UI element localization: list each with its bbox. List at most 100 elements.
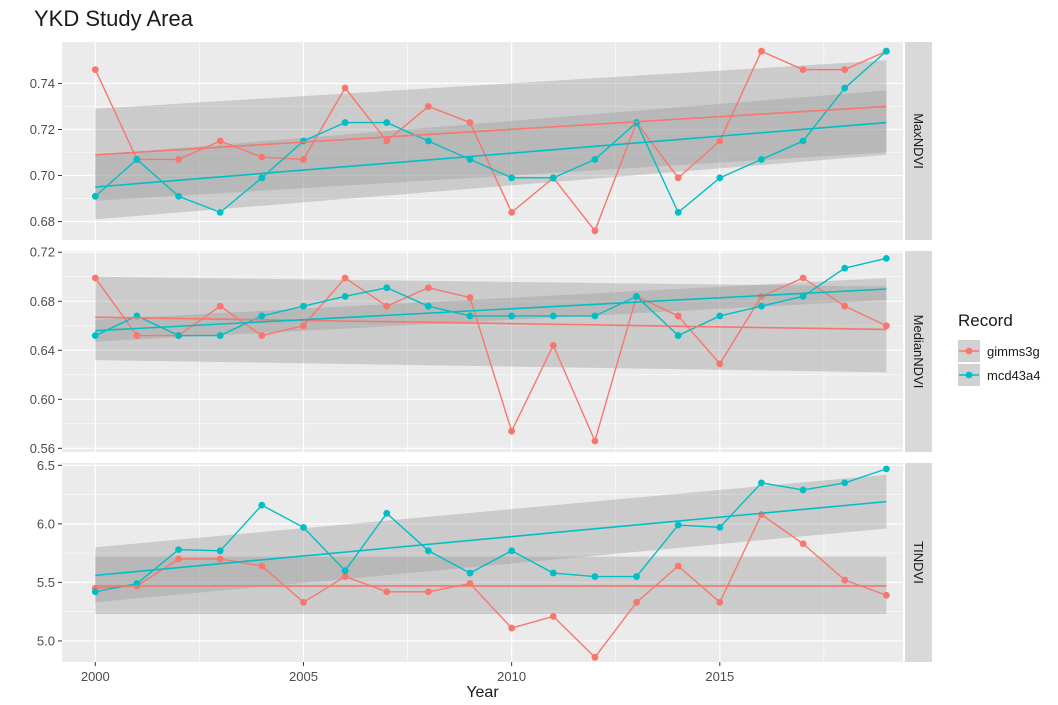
data-point-gimms3g xyxy=(300,156,307,163)
data-point-gimms3g xyxy=(882,591,890,599)
series-line-mcd43a4 xyxy=(94,50,887,214)
confidence-band-gimms3g xyxy=(95,276,887,373)
data-point-gimms3g xyxy=(258,562,266,570)
data-point-mcd43a4 xyxy=(383,284,391,292)
data-point-mcd43a4 xyxy=(799,137,807,145)
panel-tindvi: 5.0 5.5 6.0 6.5 TINDVI 2000 2005 2010 2015 xyxy=(37,458,932,684)
data-point-gimms3g xyxy=(341,84,349,92)
chart-title: YKD Study Area xyxy=(34,6,193,31)
facet-strip xyxy=(905,463,932,662)
data-point-mcd43a4 xyxy=(216,547,224,555)
data-point-gimms3g xyxy=(91,274,99,282)
data-point-gimms3g xyxy=(424,588,432,596)
data-point-mcd43a4 xyxy=(466,156,474,163)
y-tick-label: 0.70 xyxy=(30,168,55,183)
facet-strip-label: MedianNDVI xyxy=(911,315,926,389)
panel-background xyxy=(62,251,903,452)
data-point-mcd43a4 xyxy=(633,573,640,580)
data-point-gimms3g xyxy=(258,153,266,161)
x-tick-label: 2010 xyxy=(497,669,526,684)
data-point-mcd43a4 xyxy=(716,174,724,182)
data-point-mcd43a4 xyxy=(258,312,266,320)
data-point-mcd43a4 xyxy=(674,208,682,216)
legend-label-gimms3g: gimms3g xyxy=(987,344,1040,359)
data-point-gimms3g xyxy=(799,274,807,282)
data-point-gimms3g xyxy=(758,47,765,55)
data-point-gimms3g xyxy=(216,302,224,310)
data-point-mcd43a4 xyxy=(258,501,266,509)
panel-maxndvi: 0.68 0.70 0.72 0.74 MaxNDVI xyxy=(30,42,932,240)
data-point-mcd43a4 xyxy=(591,312,599,320)
data-point-mcd43a4 xyxy=(841,264,849,272)
trend-line-mcd43a4 xyxy=(95,500,887,577)
data-point-gimms3g xyxy=(508,208,516,216)
y-tick-label: 0.68 xyxy=(30,294,55,309)
y-tick-label: 5.0 xyxy=(37,633,55,648)
facet-strip-label: TINDVI xyxy=(911,541,926,584)
data-point-mcd43a4 xyxy=(133,156,141,163)
trend-line-mcd43a4 xyxy=(95,121,887,188)
trend-line-gimms3g xyxy=(95,316,887,331)
y-tick-label: 0.74 xyxy=(30,76,55,91)
data-point-gimms3g xyxy=(674,312,682,320)
data-point-mcd43a4 xyxy=(341,567,349,575)
data-point-gimms3g xyxy=(633,598,640,606)
data-point-gimms3g xyxy=(591,437,599,445)
series-line-gimms3g xyxy=(95,513,887,659)
data-point-mcd43a4 xyxy=(91,192,99,200)
data-point-mcd43a4 xyxy=(882,465,890,473)
data-point-mcd43a4 xyxy=(383,509,391,517)
data-point-gimms3g xyxy=(716,360,724,368)
data-point-mcd43a4 xyxy=(508,547,516,555)
y-tick-label: 0.56 xyxy=(30,441,55,456)
legend-key-point xyxy=(965,371,973,379)
data-point-gimms3g xyxy=(258,332,266,339)
legend: Record gimms3g mcd43a4 xyxy=(958,311,1040,386)
data-point-mcd43a4 xyxy=(882,47,890,55)
data-point-mcd43a4 xyxy=(591,573,599,580)
data-point-mcd43a4 xyxy=(300,523,307,531)
data-point-mcd43a4 xyxy=(258,174,266,182)
data-point-mcd43a4 xyxy=(758,302,765,310)
data-point-mcd43a4 xyxy=(216,332,224,339)
data-point-mcd43a4 xyxy=(508,312,516,320)
data-point-mcd43a4 xyxy=(799,486,807,494)
data-point-mcd43a4 xyxy=(758,156,765,163)
data-point-mcd43a4 xyxy=(799,292,807,300)
data-point-gimms3g xyxy=(466,294,474,301)
series-line-gimms3g xyxy=(94,50,887,233)
data-point-gimms3g xyxy=(591,653,599,661)
data-point-gimms3g xyxy=(591,227,599,235)
data-point-mcd43a4 xyxy=(300,302,307,310)
data-point-mcd43a4 xyxy=(549,174,557,182)
series-line-mcd43a4 xyxy=(95,257,887,337)
data-point-mcd43a4 xyxy=(633,292,640,300)
data-point-mcd43a4 xyxy=(91,588,99,596)
data-point-gimms3g xyxy=(341,573,349,580)
series-line-mcd43a4 xyxy=(95,468,887,593)
data-point-mcd43a4 xyxy=(91,332,99,339)
facet-strip xyxy=(905,251,932,452)
y-tick-label: 0.60 xyxy=(30,392,55,407)
data-point-mcd43a4 xyxy=(216,208,224,216)
data-point-gimms3g xyxy=(341,274,349,282)
data-point-mcd43a4 xyxy=(466,312,474,320)
data-point-mcd43a4 xyxy=(549,312,557,320)
data-point-gimms3g xyxy=(383,588,391,596)
data-point-gimms3g xyxy=(799,66,807,74)
y-tick-label: 6.5 xyxy=(37,458,55,473)
data-point-gimms3g xyxy=(91,66,99,74)
data-point-gimms3g xyxy=(133,332,141,339)
data-point-gimms3g xyxy=(841,302,849,310)
data-point-gimms3g xyxy=(508,624,516,632)
x-axis-title: Year xyxy=(466,684,499,701)
data-point-gimms3g xyxy=(383,137,391,145)
data-point-mcd43a4 xyxy=(882,254,890,262)
data-point-gimms3g xyxy=(716,598,724,606)
data-point-mcd43a4 xyxy=(716,312,724,320)
legend-label-mcd43a4: mcd43a4 xyxy=(987,368,1040,383)
data-point-gimms3g xyxy=(424,103,432,110)
data-point-mcd43a4 xyxy=(300,137,307,145)
data-point-mcd43a4 xyxy=(175,192,182,200)
